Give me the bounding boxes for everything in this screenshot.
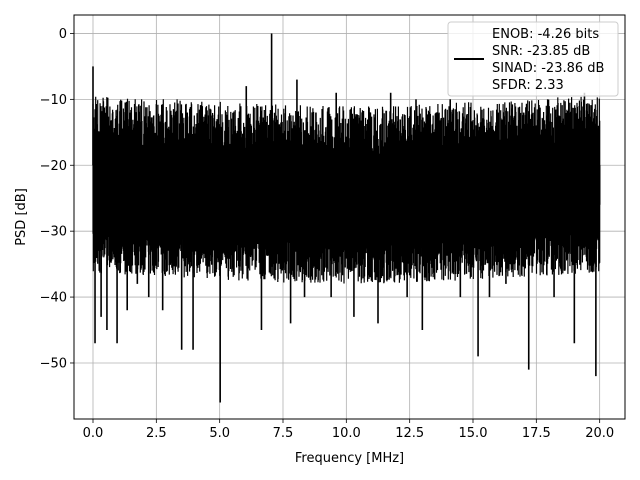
x-tick-label: 17.5 bbox=[522, 426, 551, 441]
x-tick-label: 10.0 bbox=[332, 426, 361, 441]
y-tick-label: 0 bbox=[59, 27, 67, 42]
y-axis: 0 −10 −20 −30 −40 −50 bbox=[40, 27, 74, 371]
x-axis-label: Frequency [MHz] bbox=[295, 451, 404, 466]
x-tick-label: 7.5 bbox=[273, 426, 294, 441]
x-tick-label: 20.0 bbox=[585, 426, 614, 441]
x-tick-label: 5.0 bbox=[209, 426, 230, 441]
y-tick-label: −10 bbox=[40, 93, 67, 108]
x-tick-label: 0.0 bbox=[83, 426, 104, 441]
legend: ENOB: -4.26 bits SNR: -23.85 dB SINAD: -… bbox=[447, 21, 619, 97]
legend-box bbox=[447, 21, 619, 97]
y-tick-label: −20 bbox=[40, 159, 67, 174]
y-tick-label: −50 bbox=[40, 356, 67, 371]
legend-entry-enob: ENOB: -4.26 bits bbox=[492, 27, 599, 42]
y-axis-label: PSD [dB] bbox=[14, 188, 29, 246]
x-tick-label: 12.5 bbox=[395, 426, 424, 441]
legend-entry-sinad: SINAD: -23.86 dB bbox=[492, 61, 604, 76]
x-axis: 0.0 2.5 5.0 7.5 10.0 12.5 15.0 17.5 20.0 bbox=[83, 419, 614, 441]
x-tick-label: 15.0 bbox=[459, 426, 488, 441]
x-tick-label: 2.5 bbox=[146, 426, 167, 441]
y-tick-label: −40 bbox=[40, 291, 67, 306]
plot-frame bbox=[73, 14, 626, 420]
legend-entry-sfdr: SFDR: 2.33 bbox=[492, 78, 564, 93]
legend-entry-snr: SNR: -23.85 dB bbox=[492, 44, 590, 59]
y-tick-label: −30 bbox=[40, 225, 67, 240]
series bbox=[92, 33, 601, 403]
